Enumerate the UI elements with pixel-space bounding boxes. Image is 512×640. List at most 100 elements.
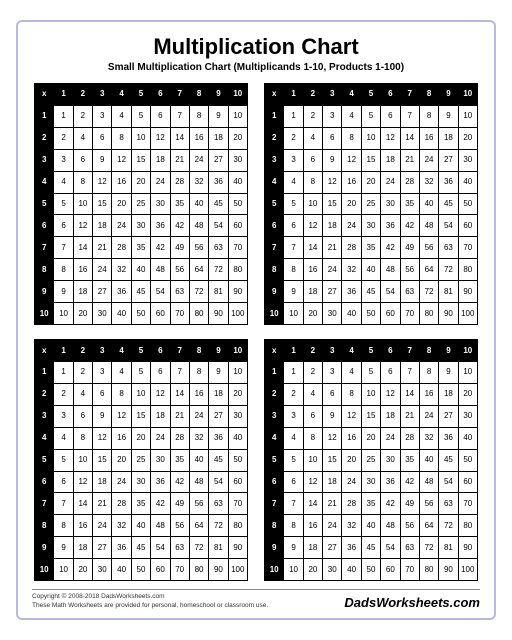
cell: 16: [189, 383, 208, 405]
cell: 21: [170, 149, 189, 171]
cell: 54: [439, 471, 458, 493]
cell: 60: [381, 303, 400, 325]
cell: 90: [458, 281, 477, 303]
cell: 35: [131, 237, 150, 259]
cell: 60: [228, 215, 247, 237]
cell: 2: [284, 127, 303, 149]
cell: 32: [342, 259, 361, 281]
cell: 32: [189, 427, 208, 449]
footer: Copyright © 2008-2018 DadsWorksheets.com…: [32, 589, 480, 610]
cell: 30: [323, 303, 342, 325]
cell: 32: [419, 427, 438, 449]
cell: 14: [73, 493, 92, 515]
cell: 54: [151, 281, 170, 303]
cell: 8: [419, 105, 438, 127]
cell: 4: [73, 127, 92, 149]
cell: 20: [342, 193, 361, 215]
cell: 24: [419, 405, 438, 427]
cell: 10: [228, 105, 247, 127]
cell: 10: [228, 361, 247, 383]
cell: 30: [131, 215, 150, 237]
cell: 6: [54, 215, 73, 237]
cell: 5: [361, 105, 380, 127]
cell: 4: [303, 383, 322, 405]
col-header: 6: [381, 84, 400, 106]
cell: 72: [189, 281, 208, 303]
cell: 15: [323, 193, 342, 215]
cell: 36: [151, 215, 170, 237]
cell: 21: [323, 493, 342, 515]
col-header: 1: [54, 340, 73, 362]
cell: 20: [112, 449, 131, 471]
cell: 8: [73, 171, 92, 193]
cell: 35: [400, 449, 419, 471]
cell: 70: [228, 237, 247, 259]
cell: 14: [400, 127, 419, 149]
cell: 54: [151, 537, 170, 559]
cell: 27: [323, 537, 342, 559]
cell: 8: [54, 515, 73, 537]
cell: 7: [400, 361, 419, 383]
col-header: 8: [189, 340, 208, 362]
cell: 64: [189, 515, 208, 537]
cell: 90: [439, 559, 458, 581]
cell: 9: [54, 537, 73, 559]
cell: 56: [170, 515, 189, 537]
cell: 16: [303, 515, 322, 537]
cell: 7: [170, 361, 189, 383]
row-header: 5: [265, 193, 284, 215]
col-header: 1: [284, 84, 303, 106]
cell: 16: [342, 427, 361, 449]
col-header: 8: [419, 84, 438, 106]
cell: 16: [303, 259, 322, 281]
cell: 3: [323, 105, 342, 127]
cell: 12: [73, 471, 92, 493]
cell: 49: [400, 493, 419, 515]
cell: 18: [73, 537, 92, 559]
cell: 40: [458, 427, 477, 449]
row-header: 7: [35, 493, 54, 515]
cell: 70: [400, 303, 419, 325]
multiplication-table: x123456789101123456789102246810121416182…: [264, 83, 478, 325]
cell: 8: [112, 383, 131, 405]
cell: 24: [323, 515, 342, 537]
row-header: 10: [265, 559, 284, 581]
cell: 28: [170, 427, 189, 449]
cell: 81: [209, 281, 228, 303]
cell: 80: [228, 515, 247, 537]
cell: 63: [170, 281, 189, 303]
cell: 18: [209, 127, 228, 149]
cell: 3: [284, 149, 303, 171]
cell: 8: [54, 259, 73, 281]
col-header: 4: [342, 340, 361, 362]
cell: 24: [323, 259, 342, 281]
cell: 18: [73, 281, 92, 303]
row-header: 10: [35, 559, 54, 581]
cell: 9: [209, 105, 228, 127]
cell: 81: [439, 281, 458, 303]
cell: 9: [93, 149, 112, 171]
multiplication-table: x123456789101123456789102246810121416182…: [34, 83, 248, 325]
cell: 18: [323, 471, 342, 493]
cell: 72: [209, 259, 228, 281]
cell: 42: [170, 215, 189, 237]
cell: 9: [439, 361, 458, 383]
cell: 60: [151, 303, 170, 325]
row-header: 5: [265, 449, 284, 471]
cell: 4: [284, 171, 303, 193]
multiplication-table: x123456789101123456789102246810121416182…: [264, 339, 478, 581]
cell: 20: [458, 127, 477, 149]
cell: 24: [151, 171, 170, 193]
cell: 40: [131, 259, 150, 281]
cell: 20: [73, 303, 92, 325]
cell: 10: [54, 303, 73, 325]
cell: 80: [419, 559, 438, 581]
cell: 32: [112, 515, 131, 537]
cell: 16: [419, 127, 438, 149]
cell: 12: [303, 471, 322, 493]
col-header: 10: [458, 340, 477, 362]
cell: 8: [189, 361, 208, 383]
row-header: 6: [35, 471, 54, 493]
cell: 35: [131, 493, 150, 515]
row-header: 6: [265, 471, 284, 493]
